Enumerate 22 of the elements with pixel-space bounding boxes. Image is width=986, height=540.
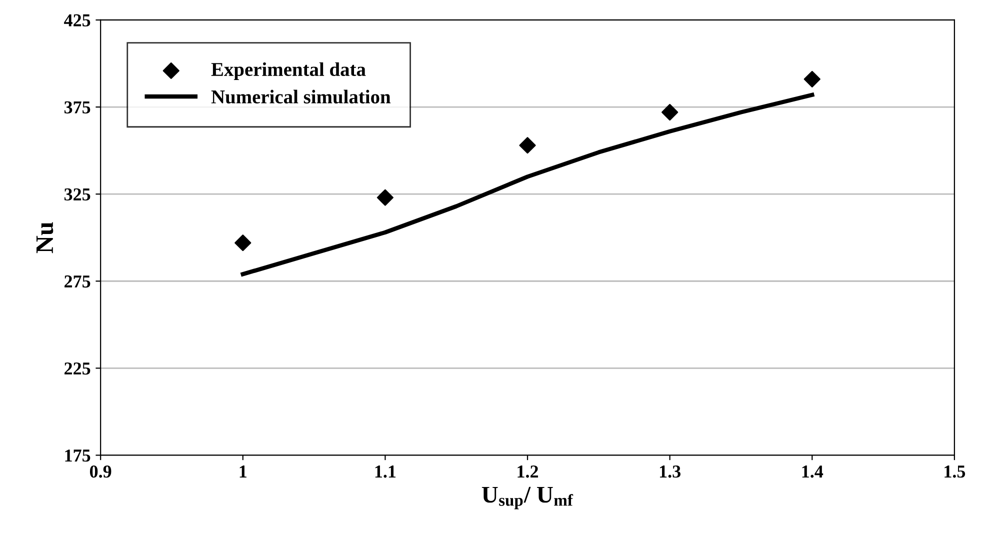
point	[662, 104, 678, 121]
x-tick-label: 1	[240, 466, 246, 478]
y-tick-label: 275	[64, 275, 90, 288]
point	[519, 137, 536, 154]
y-tick-label: 375	[64, 101, 90, 114]
x-tick-label: 1.4	[802, 466, 824, 478]
y-tick-label: 175	[65, 450, 90, 462]
y-tick-label: 325	[64, 188, 90, 201]
x-tick-label: 0.9	[90, 465, 112, 478]
point	[376, 189, 394, 206]
y-tick-label: 425	[64, 14, 90, 26]
x-tick-label: 1.2	[518, 466, 538, 478]
x-tick-label: 1.1	[375, 466, 396, 478]
y-axis-title: Nu	[36, 222, 54, 254]
x-tick-label: 1.5	[944, 466, 966, 478]
point	[234, 234, 252, 252]
point	[804, 70, 820, 88]
legend-label: Numerical simulation	[211, 90, 391, 104]
x-tick-label: 1.3	[660, 466, 680, 478]
legend-label: Experimental data	[211, 62, 366, 80]
y-tick-label: 225	[64, 362, 90, 375]
x-axis-title: U$_{sup}$/ U$_{mf}$	[482, 486, 574, 510]
